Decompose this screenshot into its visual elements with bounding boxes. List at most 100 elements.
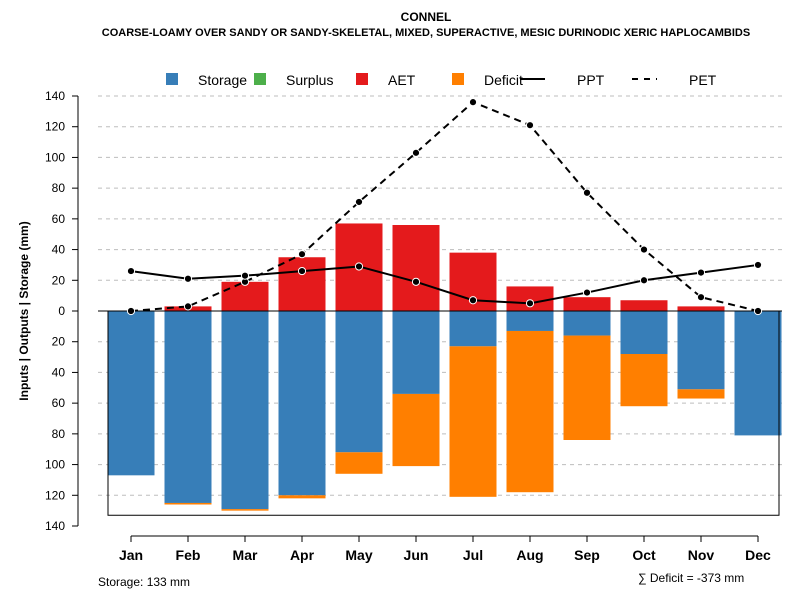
deficit-bar-mar	[221, 509, 269, 511]
legend-swatch-storage	[166, 73, 178, 85]
storage-bar-oct	[620, 311, 668, 354]
y-tick-label-11: 80	[52, 427, 66, 441]
chart-title: CONNEL	[401, 10, 452, 24]
pet-point-jul	[468, 98, 478, 107]
aet-bar-nov	[677, 306, 725, 311]
deficit-bar-nov	[677, 389, 725, 399]
ppt-point-feb	[183, 274, 193, 283]
pet-point-sep	[582, 188, 592, 197]
y-tick-label-6: 20	[52, 273, 66, 287]
legend-swatch-surplus	[254, 73, 266, 85]
deficit-bar-feb	[164, 502, 212, 505]
legend-swatch-deficit	[452, 73, 464, 85]
aet-bar-sep	[563, 297, 611, 311]
legend-label-aet: AET	[388, 72, 416, 88]
y-tick-label-13: 120	[45, 488, 65, 502]
y-tick-label-9: 40	[52, 365, 66, 379]
ppt-point-jun	[411, 277, 421, 286]
storage-note: Storage: 133 mm	[98, 575, 190, 589]
y-tick-label-0: 140	[45, 89, 65, 103]
pet-point-apr	[297, 250, 307, 259]
pet-point-jun	[411, 148, 421, 157]
y-tick-label-3: 80	[52, 181, 66, 195]
y-tick-label-10: 60	[52, 396, 66, 410]
storage-bar-jan	[107, 311, 155, 476]
aet-bar-mar	[221, 281, 269, 311]
y-tick-label-8: 20	[52, 335, 66, 349]
legend-swatch-aet	[356, 73, 368, 85]
ppt-point-sep	[582, 288, 592, 297]
ppt-point-apr	[297, 266, 307, 276]
pet-point-feb	[183, 302, 193, 311]
y-tick-label-1: 120	[45, 120, 65, 134]
pet-point-aug	[525, 121, 535, 130]
x-tick-label-jul: Jul	[463, 547, 483, 563]
x-tick-label-aug: Aug	[516, 547, 543, 563]
legend-label-surplus: Surplus	[286, 72, 333, 88]
ppt-line	[130, 263, 759, 305]
deficit-note: ∑ Deficit = -373 mm	[638, 571, 744, 585]
legend-label-deficit: Deficit	[484, 72, 523, 88]
storage-bar-apr	[278, 311, 326, 496]
ppt-point-jul	[468, 296, 478, 305]
deficit-bar-aug	[506, 330, 554, 493]
storage-bar-nov	[677, 311, 725, 390]
x-tick-label-jan: Jan	[119, 547, 143, 563]
x-tick-label-jun: Jun	[404, 547, 429, 563]
ppt-point-dec	[753, 260, 763, 270]
pet-point-oct	[639, 245, 649, 254]
gridlines	[98, 95, 782, 496]
series-lines	[126, 98, 763, 316]
deficit-bar-may	[335, 452, 383, 474]
legend-label-ppt: PPT	[577, 72, 605, 88]
pet-point-dec	[753, 306, 763, 316]
x-tick-label-feb: Feb	[176, 547, 201, 563]
pet-line	[130, 100, 759, 312]
legend-label-storage: Storage	[198, 72, 247, 88]
bars	[107, 223, 782, 511]
y-tick-label-2: 100	[45, 150, 65, 164]
ppt-point-oct	[639, 276, 649, 285]
aet-bar-oct	[620, 300, 668, 311]
pet-point-nov	[696, 293, 706, 302]
storage-bar-mar	[221, 311, 269, 510]
y-tick-label-12: 100	[45, 458, 65, 472]
storage-bar-sep	[563, 311, 611, 336]
x-tick-label-mar: Mar	[233, 547, 258, 563]
deficit-bar-sep	[563, 335, 611, 440]
ppt-point-nov	[696, 268, 706, 277]
storage-bar-jun	[392, 311, 440, 394]
y-axis-title: Inputs | Outputs | Storage (mm)	[17, 221, 31, 400]
aet-bar-jun	[392, 225, 440, 311]
storage-bar-dec	[734, 311, 782, 436]
deficit-bar-oct	[620, 354, 668, 407]
storage-bar-feb	[164, 311, 212, 503]
aet-bar-apr	[278, 257, 326, 311]
x-axis: Jan Feb Mar Apr May Jun Jul Aug Sep Oct Nov Dec	[119, 535, 771, 563]
storage-frame	[98, 310, 782, 516]
ppt-point-mar	[240, 271, 250, 280]
deficit-bar-jul	[449, 346, 497, 497]
y-tick-label-7: 0	[58, 304, 65, 318]
legend: Storage Surplus AET Deficit PPT PET	[166, 72, 717, 88]
x-tick-label-nov: Nov	[688, 547, 715, 563]
pet-point-may	[354, 197, 364, 207]
x-tick-label-may: May	[345, 547, 372, 563]
x-tick-label-dec: Dec	[745, 547, 771, 563]
y-tick-label-14: 140	[45, 519, 65, 533]
pet-point-jan	[126, 306, 136, 316]
x-tick-label-apr: Apr	[290, 547, 315, 563]
x-tick-label-oct: Oct	[632, 547, 656, 563]
y-axis: 140 120 100 80 60 40 20 0 20 40 60 80 100 120 140	[45, 89, 79, 533]
deficit-bar-apr	[278, 495, 326, 499]
storage-bar-jul	[449, 311, 497, 347]
deficit-bar-jun	[392, 393, 440, 467]
y-tick-label-5: 40	[52, 243, 66, 257]
chart-subtitle: COARSE-LOAMY OVER SANDY OR SANDY-SKELETA…	[102, 27, 750, 39]
legend-label-pet: PET	[689, 72, 717, 88]
storage-bar-may	[335, 311, 383, 453]
ppt-point-jan	[126, 266, 136, 276]
y-tick-label-4: 60	[52, 212, 66, 226]
